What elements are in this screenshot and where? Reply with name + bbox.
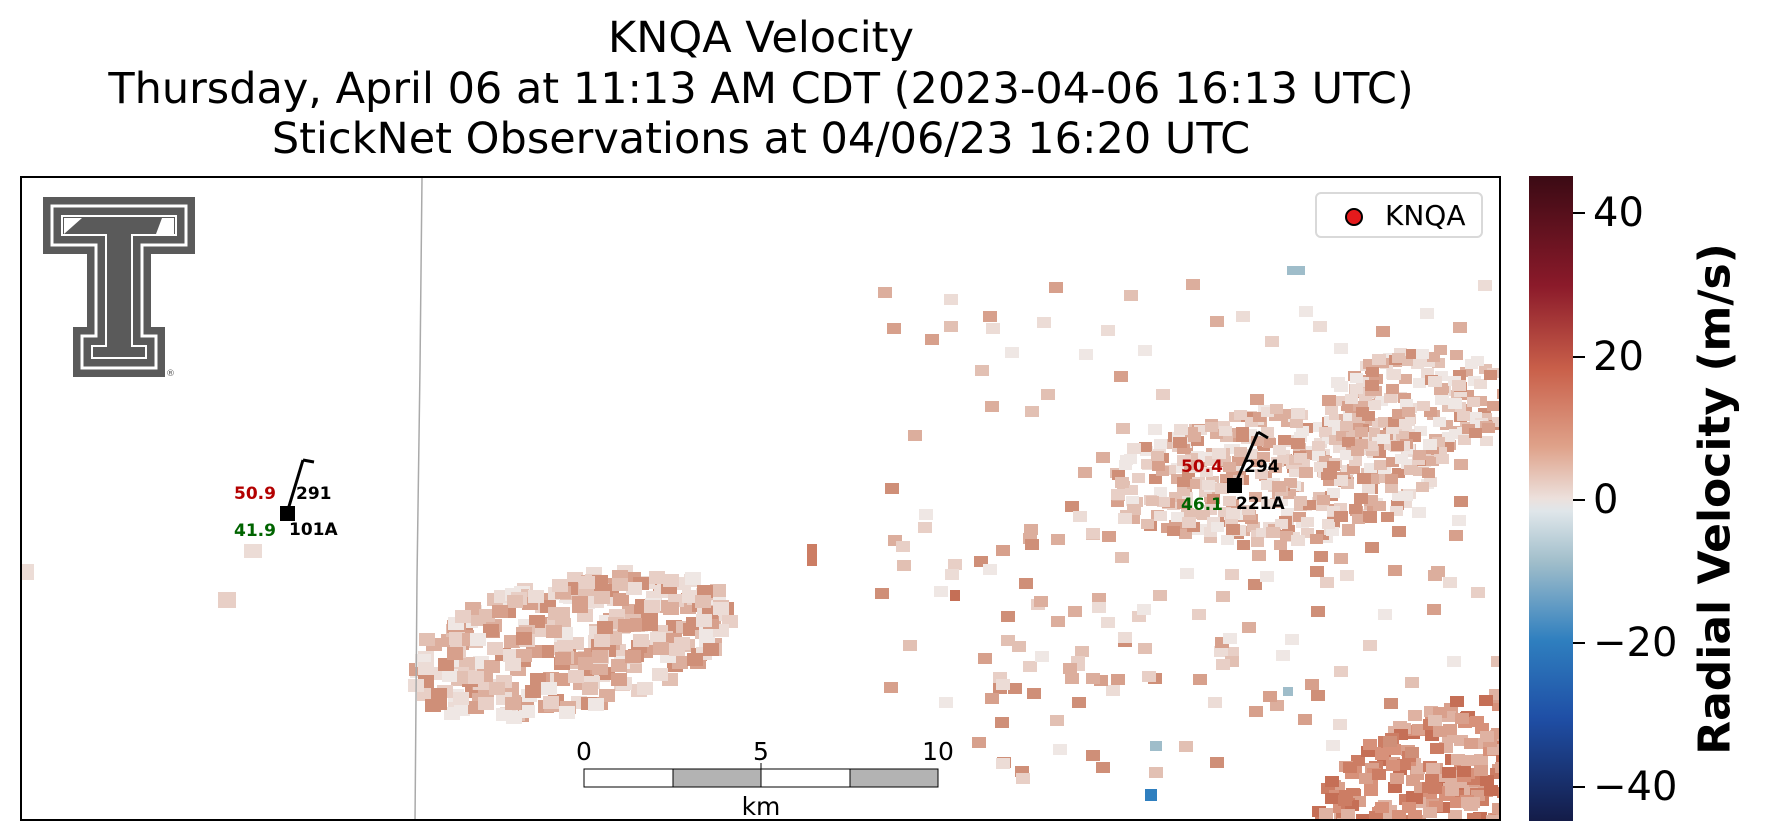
colorbar-tick-label: 40 (1593, 190, 1644, 236)
county-border-line (414, 178, 423, 819)
chart-subtitle-date: Thursday, April 06 at 11:13 AM CDT (2023… (108, 64, 1414, 114)
station-101A[interactable]: 50.9 291 41.9 101A (234, 458, 338, 541)
wind-barb-flag (1257, 430, 1269, 440)
scale-label-0: 0 (576, 737, 592, 766)
wind-barb-flag (302, 458, 315, 464)
colorbar-tick (1573, 499, 1585, 501)
colorbar-tick-label: −40 (1593, 764, 1678, 810)
wind-direction-label: 294 (1244, 457, 1280, 477)
wind-barb-shaft (1232, 431, 1260, 488)
scale-label-5: 5 (753, 737, 769, 766)
dewpoint-label: 41.9 (234, 521, 276, 541)
chart-title: KNQA Velocity (608, 13, 914, 63)
texas-tech-logo: ® (43, 197, 195, 379)
scale-bar: 0 5 10 km (576, 737, 954, 821)
colorbar-tick (1573, 212, 1585, 214)
legend-label: KNQA (1385, 199, 1466, 232)
colorbar-tick-label: −20 (1593, 620, 1678, 666)
colorbar-tick-label: 0 (1593, 477, 1619, 523)
colorbar-title: Radial Velocity (m/s) (1689, 243, 1741, 755)
colorbar-tick-label: 20 (1593, 334, 1644, 380)
wind-direction-label: 291 (296, 484, 332, 504)
colorbar (1529, 176, 1573, 821)
station-id-label: 101A (289, 520, 338, 540)
station-id-label: 221A (1236, 494, 1285, 514)
wind-barb-shaft (285, 459, 305, 514)
temperature-label: 50.4 (1181, 457, 1223, 477)
chart-subtitle-observations: StickNet Observations at 04/06/23 16:20 … (271, 114, 1251, 164)
colorbar-tick (1573, 356, 1585, 358)
station-marker (280, 506, 295, 521)
map-legend: KNQA (1315, 192, 1483, 238)
scale-label-10: 10 (922, 737, 954, 766)
dewpoint-label: 46.1 (1181, 495, 1223, 515)
temperature-label: 50.9 (234, 484, 276, 504)
colorbar-tick (1573, 642, 1585, 644)
station-221A[interactable]: 50.4 294 46.1 221A (1181, 430, 1285, 515)
station-marker (1227, 478, 1242, 493)
radar-site-marker-icon (1345, 208, 1363, 226)
logo-registered-mark: ® (166, 369, 175, 379)
radar-pixel-layer (22, 266, 1499, 819)
scale-unit-label: km (742, 792, 781, 821)
radar-map-canvas: ® 50.9 291 41.9 101A 50.4 294 46.1 221A (22, 178, 1499, 821)
radar-map[interactable]: ® 50.9 291 41.9 101A 50.4 294 46.1 221A (20, 176, 1501, 821)
colorbar-tick (1573, 786, 1585, 788)
